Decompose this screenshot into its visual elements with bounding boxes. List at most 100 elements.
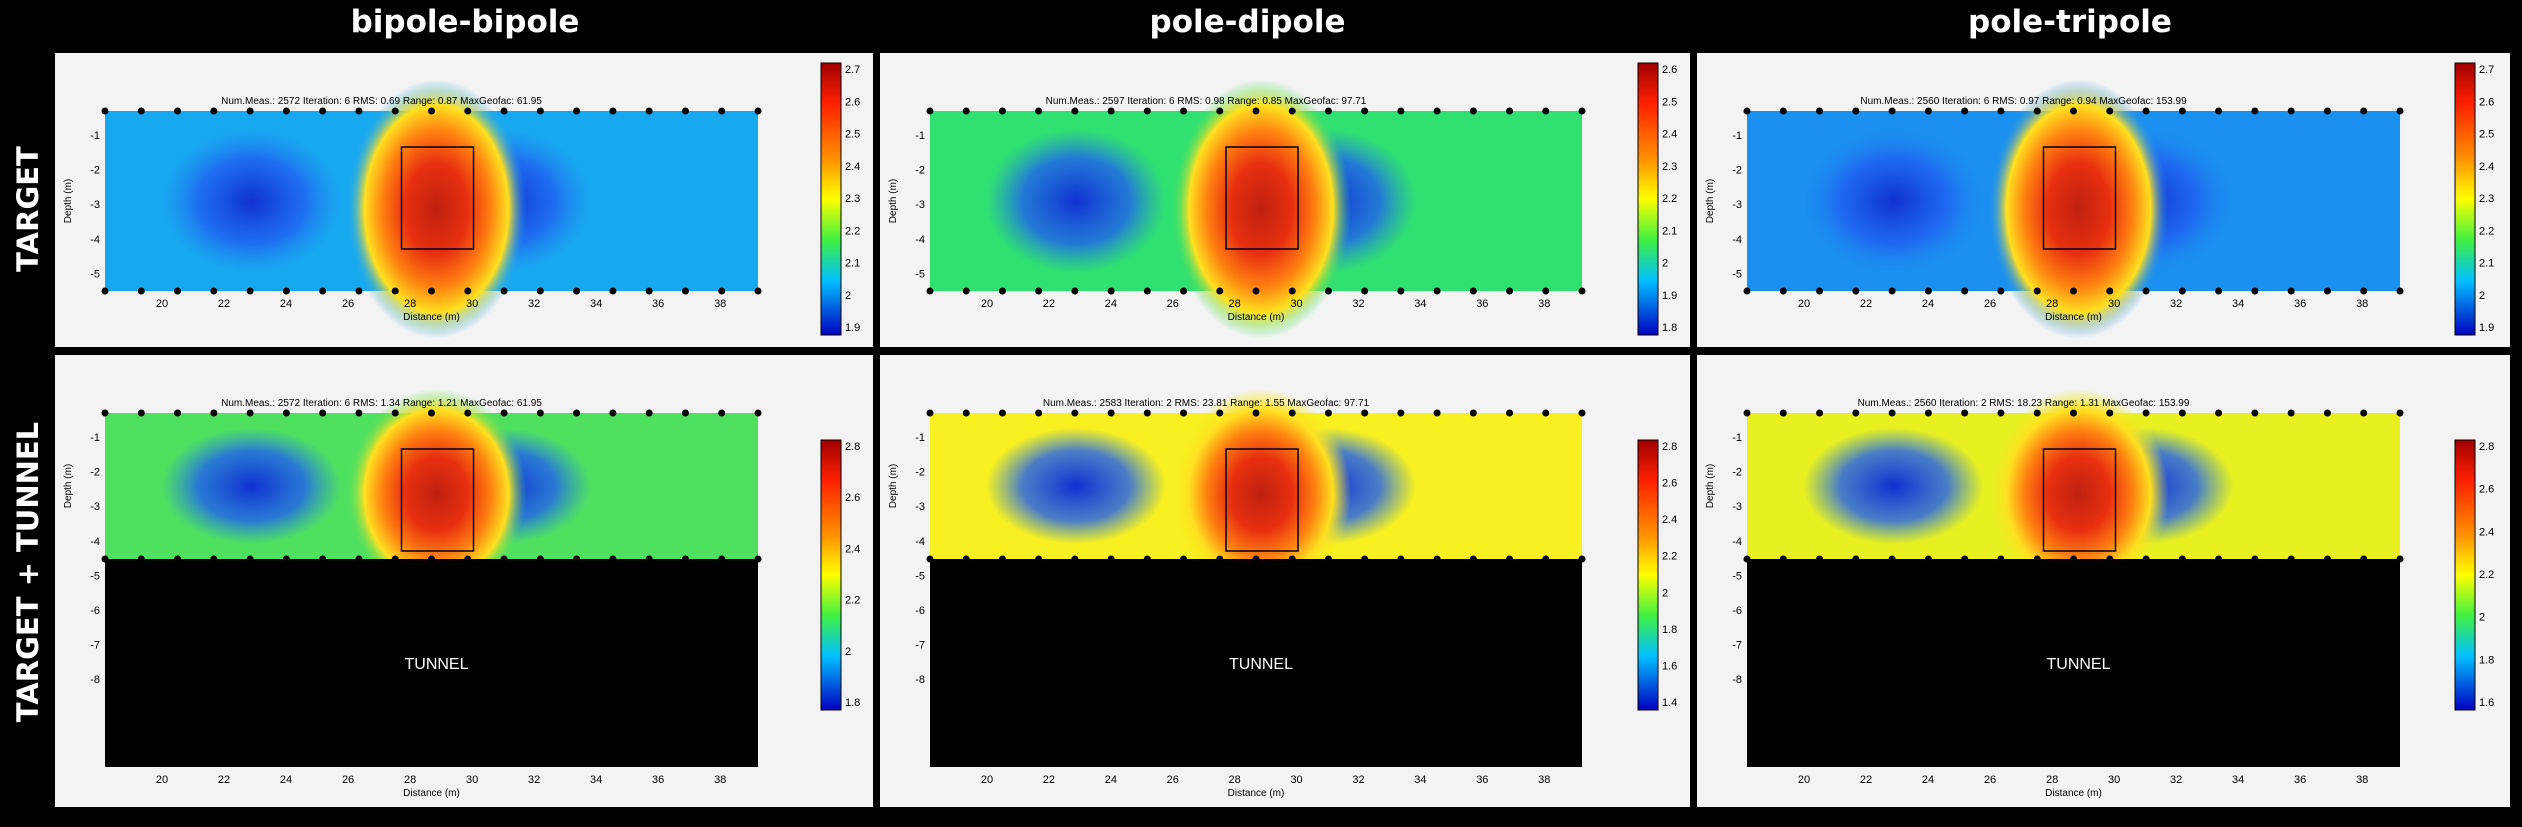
x-tick-label: 38 (2356, 774, 2368, 786)
electrode-marker (1542, 555, 1550, 563)
x-tick-label: 38 (1538, 774, 1550, 786)
colorbar-tick-label: 1.9 (1662, 290, 1677, 302)
electrode-marker (355, 409, 363, 417)
electrode-marker (1961, 555, 1969, 563)
electrode-marker (1107, 107, 1115, 115)
x-tick-label: 26 (342, 298, 354, 310)
electrode-marker (998, 555, 1006, 563)
electrode-marker (1107, 409, 1115, 417)
electrode-marker (573, 409, 581, 417)
tunnel-label: TUNNEL (1229, 656, 1293, 673)
electrode-marker (1888, 107, 1896, 115)
electrode-marker (2251, 409, 2259, 417)
electrode-marker (718, 555, 726, 563)
x-axis-label: Distance (m) (2045, 788, 2102, 799)
electrode-marker (428, 287, 435, 295)
y-tick-label: -8 (90, 674, 100, 686)
electrode-marker (2287, 409, 2295, 417)
x-tick-label: 20 (981, 298, 993, 310)
x-tick-label: 28 (404, 298, 416, 310)
colorbar-tick-label: 2 (845, 646, 851, 658)
electrode-marker (319, 555, 327, 563)
electrode-marker (1324, 555, 1332, 563)
colorbar-tick-label: 2.5 (845, 129, 860, 141)
electrode-marker (1743, 107, 1751, 115)
x-axis-label: Distance (m) (403, 788, 460, 799)
electrode-marker (1288, 287, 1296, 295)
x-tick-label: 38 (714, 298, 726, 310)
x-axis-label: Distance (m) (1228, 788, 1285, 799)
electrode-marker (1743, 555, 1751, 563)
inversion-panel: Num.Meas.: 2572 Iteration: 6 RMS: 0.69 R… (55, 53, 873, 347)
electrode-marker (1816, 107, 1824, 115)
electrode-marker (2287, 107, 2295, 115)
x-tick-label: 36 (1476, 298, 1488, 310)
electrode-marker (174, 107, 182, 115)
electrode-marker (428, 409, 435, 417)
electrode-marker (246, 287, 254, 295)
electrode-marker (2360, 287, 2368, 295)
electrode-marker (1324, 107, 1332, 115)
electrode-marker (2178, 409, 2186, 417)
colorbar-tick-label: 2.4 (2479, 526, 2494, 538)
column-title-pole-tripole: pole-tripole (1968, 4, 2172, 40)
electrode-marker (1469, 555, 1477, 563)
electrode-marker (1433, 555, 1441, 563)
electrode-marker (1216, 287, 1224, 295)
y-tick-label: -5 (90, 570, 100, 582)
x-axis-label: Distance (m) (2045, 312, 2102, 323)
x-tick-label: 32 (1352, 298, 1364, 310)
x-tick-label: 30 (1290, 774, 1302, 786)
electrode-marker (2215, 107, 2223, 115)
x-tick-label: 24 (1105, 774, 1117, 786)
electrode-marker (681, 287, 689, 295)
electrode-marker (2215, 287, 2223, 295)
electrode-marker (1252, 555, 1260, 563)
electrode-marker (1852, 107, 1860, 115)
electrode-marker (2033, 107, 2041, 115)
electrode-marker (319, 287, 327, 295)
x-tick-label: 34 (590, 298, 602, 310)
x-tick-label: 30 (2108, 774, 2120, 786)
colorbar (820, 62, 842, 336)
colorbar-tick-label: 2.8 (2479, 441, 2494, 453)
colorbar-tick-label: 1.8 (1662, 624, 1677, 636)
x-tick-label: 36 (652, 298, 664, 310)
y-axis-label: Depth (m) (63, 179, 74, 223)
electrode-marker (2287, 555, 2295, 563)
y-tick-label: -5 (90, 268, 100, 280)
electrode-marker (1143, 287, 1151, 295)
y-tick-label: -2 (915, 165, 925, 177)
electrode-marker (210, 107, 218, 115)
electrode-marker (355, 555, 363, 563)
colorbar-tick-label: 2.6 (2479, 96, 2494, 108)
electrode-marker (246, 107, 254, 115)
colorbar-tick-label: 2.4 (1662, 514, 1677, 526)
x-tick-label: 32 (528, 298, 540, 310)
section-plot: Num.Meas.: 2597 Iteration: 6 RMS: 0.98 R… (888, 62, 1677, 339)
electrode-marker (1779, 287, 1787, 295)
electrode-marker (1180, 287, 1188, 295)
electrode-marker (319, 107, 327, 115)
colorbar-tick-label: 2.2 (1662, 193, 1677, 205)
x-tick-label: 24 (1922, 298, 1934, 310)
y-axis-label: Depth (m) (1705, 464, 1716, 508)
electrode-marker (1071, 107, 1079, 115)
electrode-marker (1888, 287, 1896, 295)
y-tick-label: -6 (1732, 605, 1742, 617)
electrode-marker (1433, 409, 1441, 417)
colorbar-tick-label: 2.2 (845, 225, 860, 237)
colorbar-tick-label: 2.7 (845, 64, 860, 76)
colorbar-tick-label: 2.7 (2479, 64, 2494, 76)
electrode-marker (1397, 555, 1405, 563)
electrode-marker (1578, 287, 1586, 295)
electrode-marker (645, 287, 653, 295)
tunnel-label: TUNNEL (2046, 656, 2110, 673)
x-tick-label: 24 (1922, 774, 1934, 786)
electrode-marker (2287, 287, 2295, 295)
electrode-marker (2106, 107, 2114, 115)
electrode-marker (391, 107, 399, 115)
x-tick-label: 30 (1290, 298, 1302, 310)
electrode-marker (1035, 555, 1043, 563)
y-tick-label: -4 (915, 536, 925, 548)
